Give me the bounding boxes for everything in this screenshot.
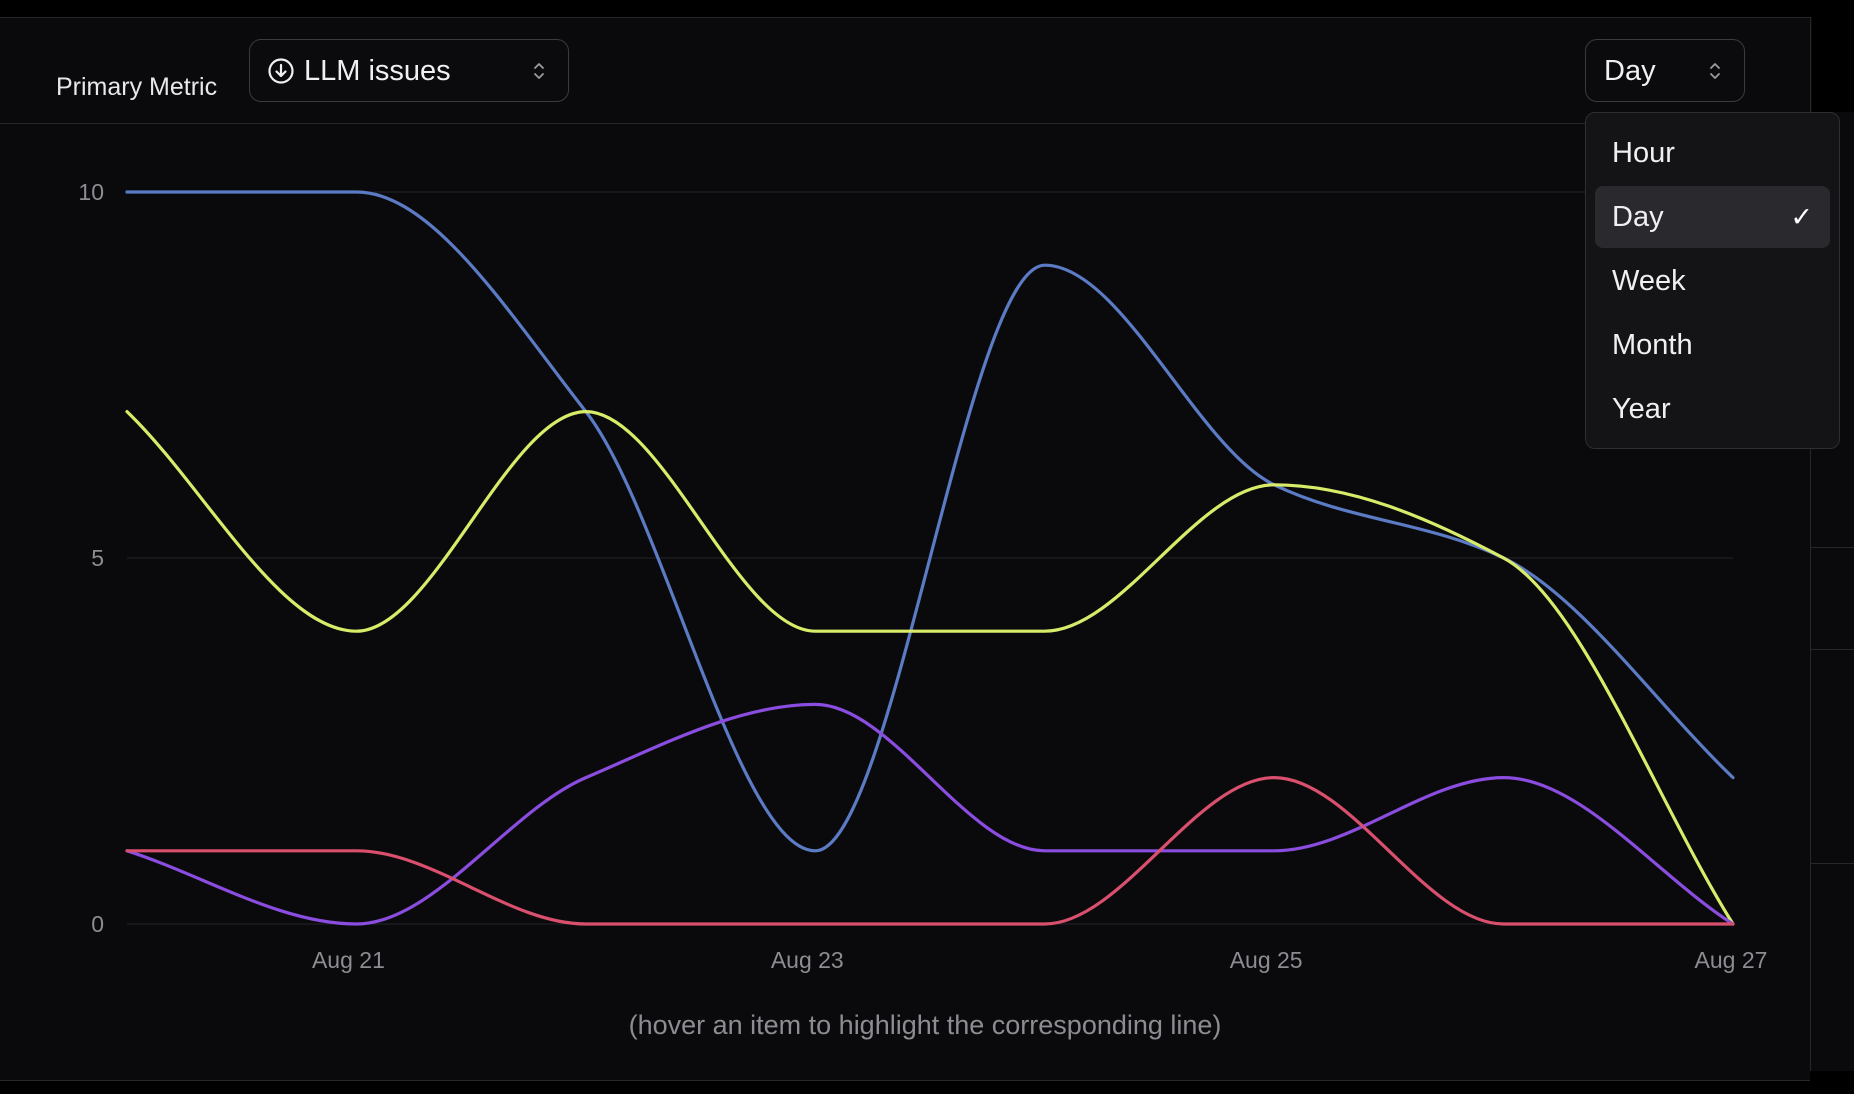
primary-metric-select[interactable]: LLM issues [249, 39, 569, 102]
checkmark-icon: ✓ [1790, 202, 1813, 232]
hover-hint: (hover an item to highlight the correspo… [628, 1010, 1222, 1040]
option-label: Day [1612, 201, 1664, 233]
option-year[interactable]: Year [1595, 378, 1830, 440]
side-divider [1811, 547, 1854, 548]
series-line-4 [125, 776, 1735, 926]
chevron-up-down-icon [1710, 63, 1720, 79]
y-tick-label: 0 [91, 911, 104, 937]
x-tick-label: Aug 21 [312, 947, 385, 973]
series-line-3 [125, 702, 1735, 926]
line-chart: 0 5 10 Aug 21 Aug 23 Aug 25 Aug 27 [78, 179, 1768, 973]
primary-metric-value: LLM issues [304, 55, 451, 87]
download-circle-icon [268, 58, 294, 84]
chevron-up-down-icon [534, 63, 544, 79]
primary-metric-label: Primary Metric [56, 73, 218, 101]
side-divider [1811, 863, 1854, 864]
side-block [1812, 17, 1854, 112]
series-line-1 [125, 190, 1735, 853]
chart-toolbar: Primary Metric [0, 17, 1810, 124]
series-line-2 [125, 410, 1735, 926]
granularity-select[interactable]: Day [1585, 39, 1745, 102]
y-tick-label: 10 [78, 179, 104, 205]
option-label: Week [1612, 265, 1686, 297]
option-label: Month [1612, 329, 1693, 361]
option-label: Year [1612, 393, 1671, 425]
chart-panel [0, 17, 1810, 1081]
x-tick-label: Aug 23 [771, 947, 844, 973]
option-month[interactable]: Month [1595, 314, 1830, 376]
side-divider [1811, 649, 1854, 650]
granularity-dropdown-menu: Hour Day ✓ Week Month Year [1585, 112, 1840, 449]
option-label: Hour [1612, 137, 1675, 169]
granularity-value: Day [1604, 55, 1656, 87]
option-day[interactable]: Day ✓ [1595, 186, 1830, 248]
option-week[interactable]: Week [1595, 250, 1830, 312]
x-tick-label: Aug 25 [1230, 947, 1303, 973]
option-hour[interactable]: Hour [1595, 122, 1830, 184]
x-tick-label: Aug 27 [1695, 947, 1768, 973]
y-tick-label: 5 [91, 545, 104, 571]
